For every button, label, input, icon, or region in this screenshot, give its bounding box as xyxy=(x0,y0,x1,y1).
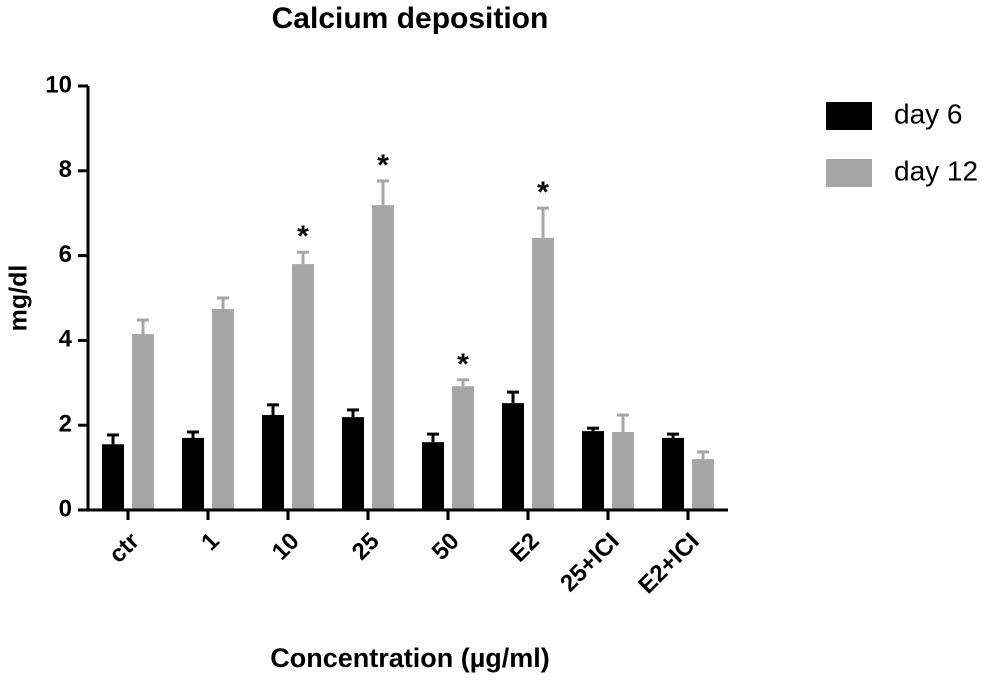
error-bar xyxy=(617,413,629,432)
x-tick-label: 1 xyxy=(196,528,225,557)
error-bar xyxy=(457,378,469,387)
legend-swatch xyxy=(826,159,872,187)
error-bar xyxy=(427,432,439,443)
x-tick-label: E2+ICI xyxy=(633,528,704,599)
bar xyxy=(132,334,154,510)
error-bar xyxy=(507,390,519,404)
bar xyxy=(292,264,314,510)
bar xyxy=(212,309,234,510)
bar xyxy=(612,431,634,510)
error-bar xyxy=(667,432,679,438)
bar xyxy=(182,437,204,510)
error-bar xyxy=(347,408,359,418)
legend-label: day 12 xyxy=(894,155,978,186)
significance-marker: * xyxy=(297,220,309,253)
y-axis-label: mg/dl xyxy=(5,265,33,332)
error-bar xyxy=(187,430,199,438)
x-tick-label: 25 xyxy=(347,528,385,566)
error-bar xyxy=(217,296,229,310)
error-bar xyxy=(587,426,599,432)
y-tick-label: 10 xyxy=(45,71,72,98)
error-bar xyxy=(267,403,279,416)
bar xyxy=(532,237,554,511)
bar xyxy=(262,415,284,510)
chart-title: Calcium deposition xyxy=(272,2,549,35)
y-tick-label: 6 xyxy=(59,241,72,268)
error-bar xyxy=(377,179,389,206)
x-tick-label: 50 xyxy=(427,528,465,566)
y-tick-label: 0 xyxy=(59,495,72,522)
y-tick-label: 2 xyxy=(59,411,72,438)
significance-marker: * xyxy=(537,176,549,209)
error-bar xyxy=(297,250,309,265)
y-tick-label: 8 xyxy=(59,156,72,183)
error-bar xyxy=(537,206,549,238)
error-bar xyxy=(137,318,149,335)
bar xyxy=(662,437,684,510)
bar xyxy=(692,459,714,510)
error-bar xyxy=(697,450,709,460)
x-axis-label: Concentration (µg/ml) xyxy=(270,643,550,673)
significance-marker: * xyxy=(457,348,469,381)
bar xyxy=(342,417,364,510)
x-tick-label: ctr xyxy=(104,528,145,569)
significance-marker: * xyxy=(377,149,389,182)
bar xyxy=(582,431,604,510)
x-tick-label: 25+ICI xyxy=(555,528,625,598)
bar xyxy=(452,386,474,510)
x-tick-label: E2 xyxy=(505,528,545,568)
legend-label: day 6 xyxy=(894,98,963,129)
bar xyxy=(502,403,524,510)
error-bar xyxy=(107,433,119,445)
bar xyxy=(102,444,124,510)
legend-swatch xyxy=(826,102,872,130)
x-tick-label: 10 xyxy=(267,528,305,566)
bar xyxy=(372,205,394,511)
y-tick-label: 4 xyxy=(59,326,73,353)
bar xyxy=(422,442,444,510)
